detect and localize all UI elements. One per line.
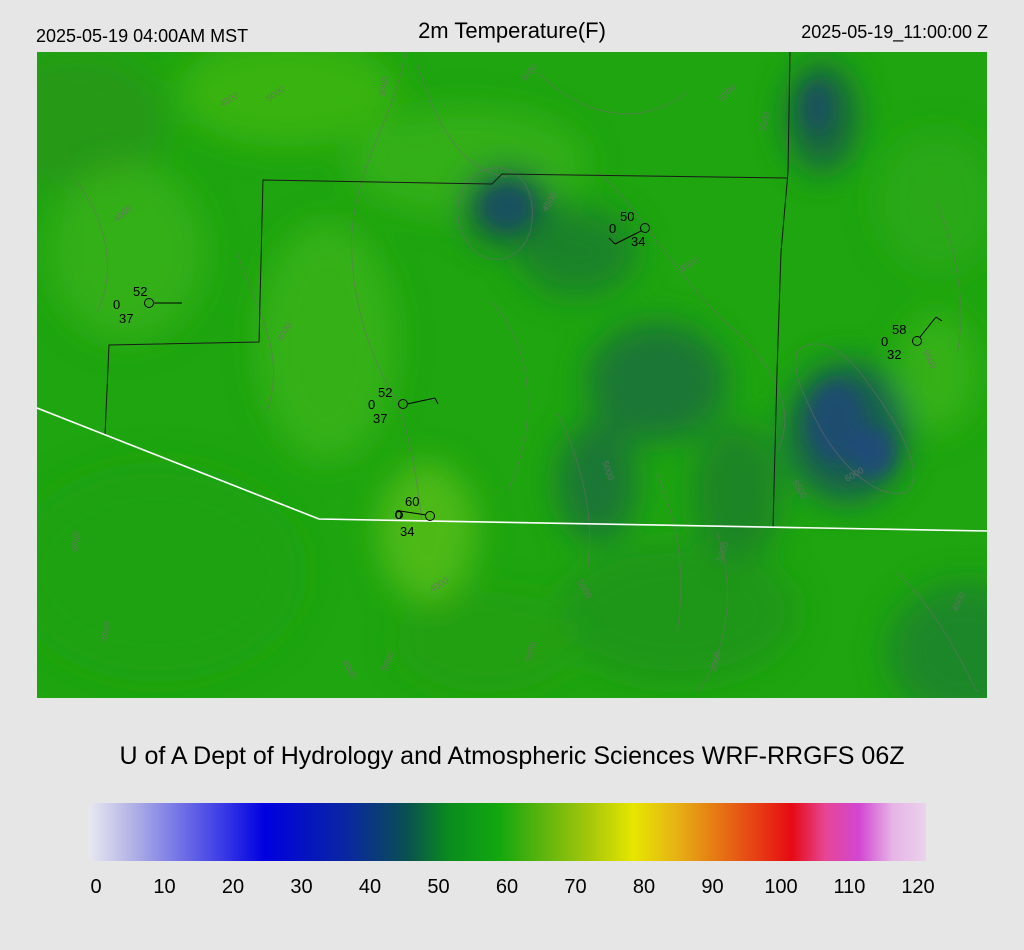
station-plot: 50 0 34 [608, 209, 650, 249]
temperature-map: 4000 3000 5000 4000 5000 5500 4500 3000 … [37, 52, 987, 698]
svg-text:3000: 3000 [377, 76, 390, 97]
station-dewpoint: 32 [887, 347, 901, 362]
svg-text:3000: 3000 [69, 531, 82, 552]
terrain-contours [76, 52, 978, 693]
station-plot: 60 0 34 [395, 494, 435, 539]
colorbar-tick: 50 [427, 876, 450, 898]
station-temperature: 52 [378, 385, 392, 400]
station-dewpoint: 34 [631, 234, 645, 249]
station-dewpoint: 34 [400, 524, 414, 539]
colorbar-tick: 110 [833, 876, 866, 898]
colorbar-tick: 20 [221, 876, 245, 898]
station-temperature: 52 [133, 284, 147, 299]
station-code: 0 [368, 397, 375, 412]
temperature-shading [37, 52, 987, 698]
station-code: 0 [881, 334, 888, 349]
colorbar-tick: 10 [153, 876, 176, 898]
station-plot: 52 0 37 [368, 385, 439, 426]
svg-text:3000: 3000 [524, 641, 537, 662]
colorbar-tick: 60 [495, 876, 519, 898]
station-plots: 52 0 37 50 0 34 52 0 37 60 0 34 [113, 209, 943, 539]
station-plot: 52 0 37 [113, 284, 182, 326]
station-dewpoint: 37 [373, 411, 387, 426]
colorbar-tick: 120 [901, 876, 935, 898]
station-code: 0 [113, 297, 120, 312]
colorbar-tick: 70 [564, 876, 587, 898]
valid-time-local: 2025-05-19 04:00AM MST [36, 26, 249, 46]
colorbar-tick: 0 [90, 876, 102, 898]
station-plot: 58 0 32 [881, 316, 943, 362]
station-code: 0 [395, 507, 402, 522]
station-code: 0 [609, 221, 616, 236]
colorbar-tick: 100 [764, 876, 798, 898]
svg-text:4000: 4000 [709, 651, 722, 672]
colorbar-tick: 30 [290, 876, 313, 898]
colorbar-tick: 80 [632, 876, 656, 898]
station-temperature: 58 [892, 322, 906, 337]
colorbar-tick: 90 [701, 876, 724, 898]
model-credit: U of A Dept of Hydrology and Atmospheric… [119, 742, 905, 770]
temperature-colorbar [89, 803, 926, 861]
colorbar-tick: 40 [358, 876, 382, 898]
map-title: 2m Temperature(F) [418, 18, 606, 43]
station-dewpoint: 37 [119, 311, 133, 326]
county-boundaries [104, 52, 791, 529]
station-temperature: 60 [405, 494, 419, 509]
valid-time-utc: 2025-05-19_11:00:00 Z [801, 22, 988, 42]
temperature-minima [482, 82, 894, 477]
station-temperature: 50 [620, 209, 634, 224]
svg-text:4000: 4000 [99, 621, 112, 642]
international-border [37, 407, 987, 532]
